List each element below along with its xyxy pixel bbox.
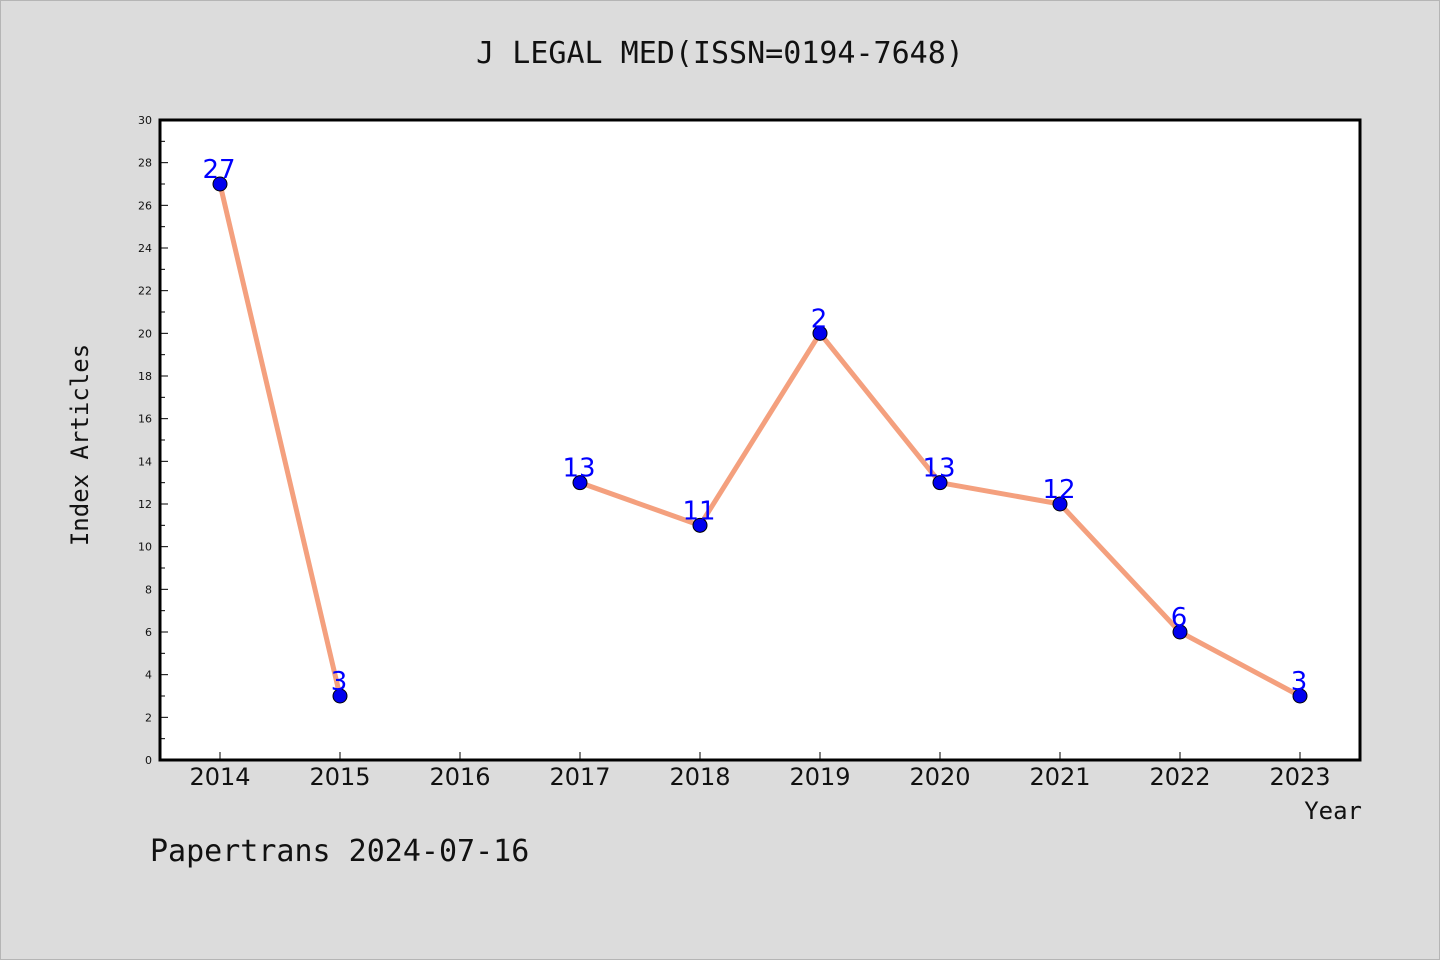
- y-tick-label: 26: [138, 199, 152, 212]
- data-label: 6: [1171, 603, 1188, 633]
- data-point: [1292, 688, 1308, 704]
- plot-area: [158, 118, 1362, 762]
- data-point: [692, 517, 708, 533]
- y-tick-label: 12: [138, 498, 152, 511]
- data-label: 3: [1291, 667, 1308, 697]
- y-tick-label: 18: [138, 370, 152, 383]
- data-point: [932, 475, 948, 491]
- x-tick-label: 2017: [549, 763, 610, 791]
- y-tick-label: 16: [138, 413, 152, 426]
- y-tick-label: 6: [145, 626, 152, 639]
- y-tick-label: 0: [145, 754, 152, 767]
- data-points: 27 3 13 11 2 13 12 6 3: [202, 155, 1308, 704]
- y-tick-label: 28: [138, 157, 152, 170]
- x-tick-label: 2018: [669, 763, 730, 791]
- data-point: [332, 688, 348, 704]
- data-point: [812, 325, 828, 341]
- y-tick-label: 24: [138, 242, 152, 255]
- y-tick-label: 10: [138, 541, 152, 554]
- x-tick-label: 2021: [1029, 763, 1090, 791]
- x-tick-label: 2015: [309, 763, 370, 791]
- x-tick-label: 2019: [789, 763, 850, 791]
- y-tick-label: 2: [145, 711, 152, 724]
- x-axis: 2014 2015 2016 2017 2018 2019 2020 2021 2022 2023: [189, 752, 1331, 791]
- data-label: 27: [202, 155, 235, 185]
- x-tick-label: 2023: [1269, 763, 1330, 791]
- data-label: 13: [562, 454, 595, 484]
- x-tick-label: 2020: [909, 763, 970, 791]
- y-axis-label: Index Articles: [66, 343, 94, 547]
- data-label: 13: [922, 454, 955, 484]
- y-tick-label: 20: [138, 327, 152, 340]
- chart-title: J LEGAL MED(ISSN=0194-7648): [476, 36, 964, 71]
- x-tick-label: 2016: [429, 763, 490, 791]
- x-tick-label: 2022: [1149, 763, 1210, 791]
- data-point: [572, 475, 588, 491]
- x-tick-label: 2014: [189, 763, 250, 791]
- y-tick-label: 14: [138, 455, 152, 468]
- data-label: 2: [811, 304, 828, 334]
- data-label: 11: [682, 496, 715, 526]
- data-label: 3: [331, 667, 348, 697]
- y-tick-label: 30: [138, 114, 152, 127]
- y-tick-label: 8: [145, 583, 152, 596]
- data-label: 12: [1042, 475, 1075, 505]
- data-point: [1052, 496, 1068, 512]
- y-tick-label: 4: [145, 669, 152, 682]
- y-tick-label: 22: [138, 285, 152, 298]
- x-axis-label: Year: [1304, 797, 1362, 825]
- series-line: [217, 181, 343, 699]
- data-point: [1172, 624, 1188, 640]
- data-point: [212, 176, 228, 192]
- footer-note: Papertrans 2024-07-16: [150, 834, 530, 869]
